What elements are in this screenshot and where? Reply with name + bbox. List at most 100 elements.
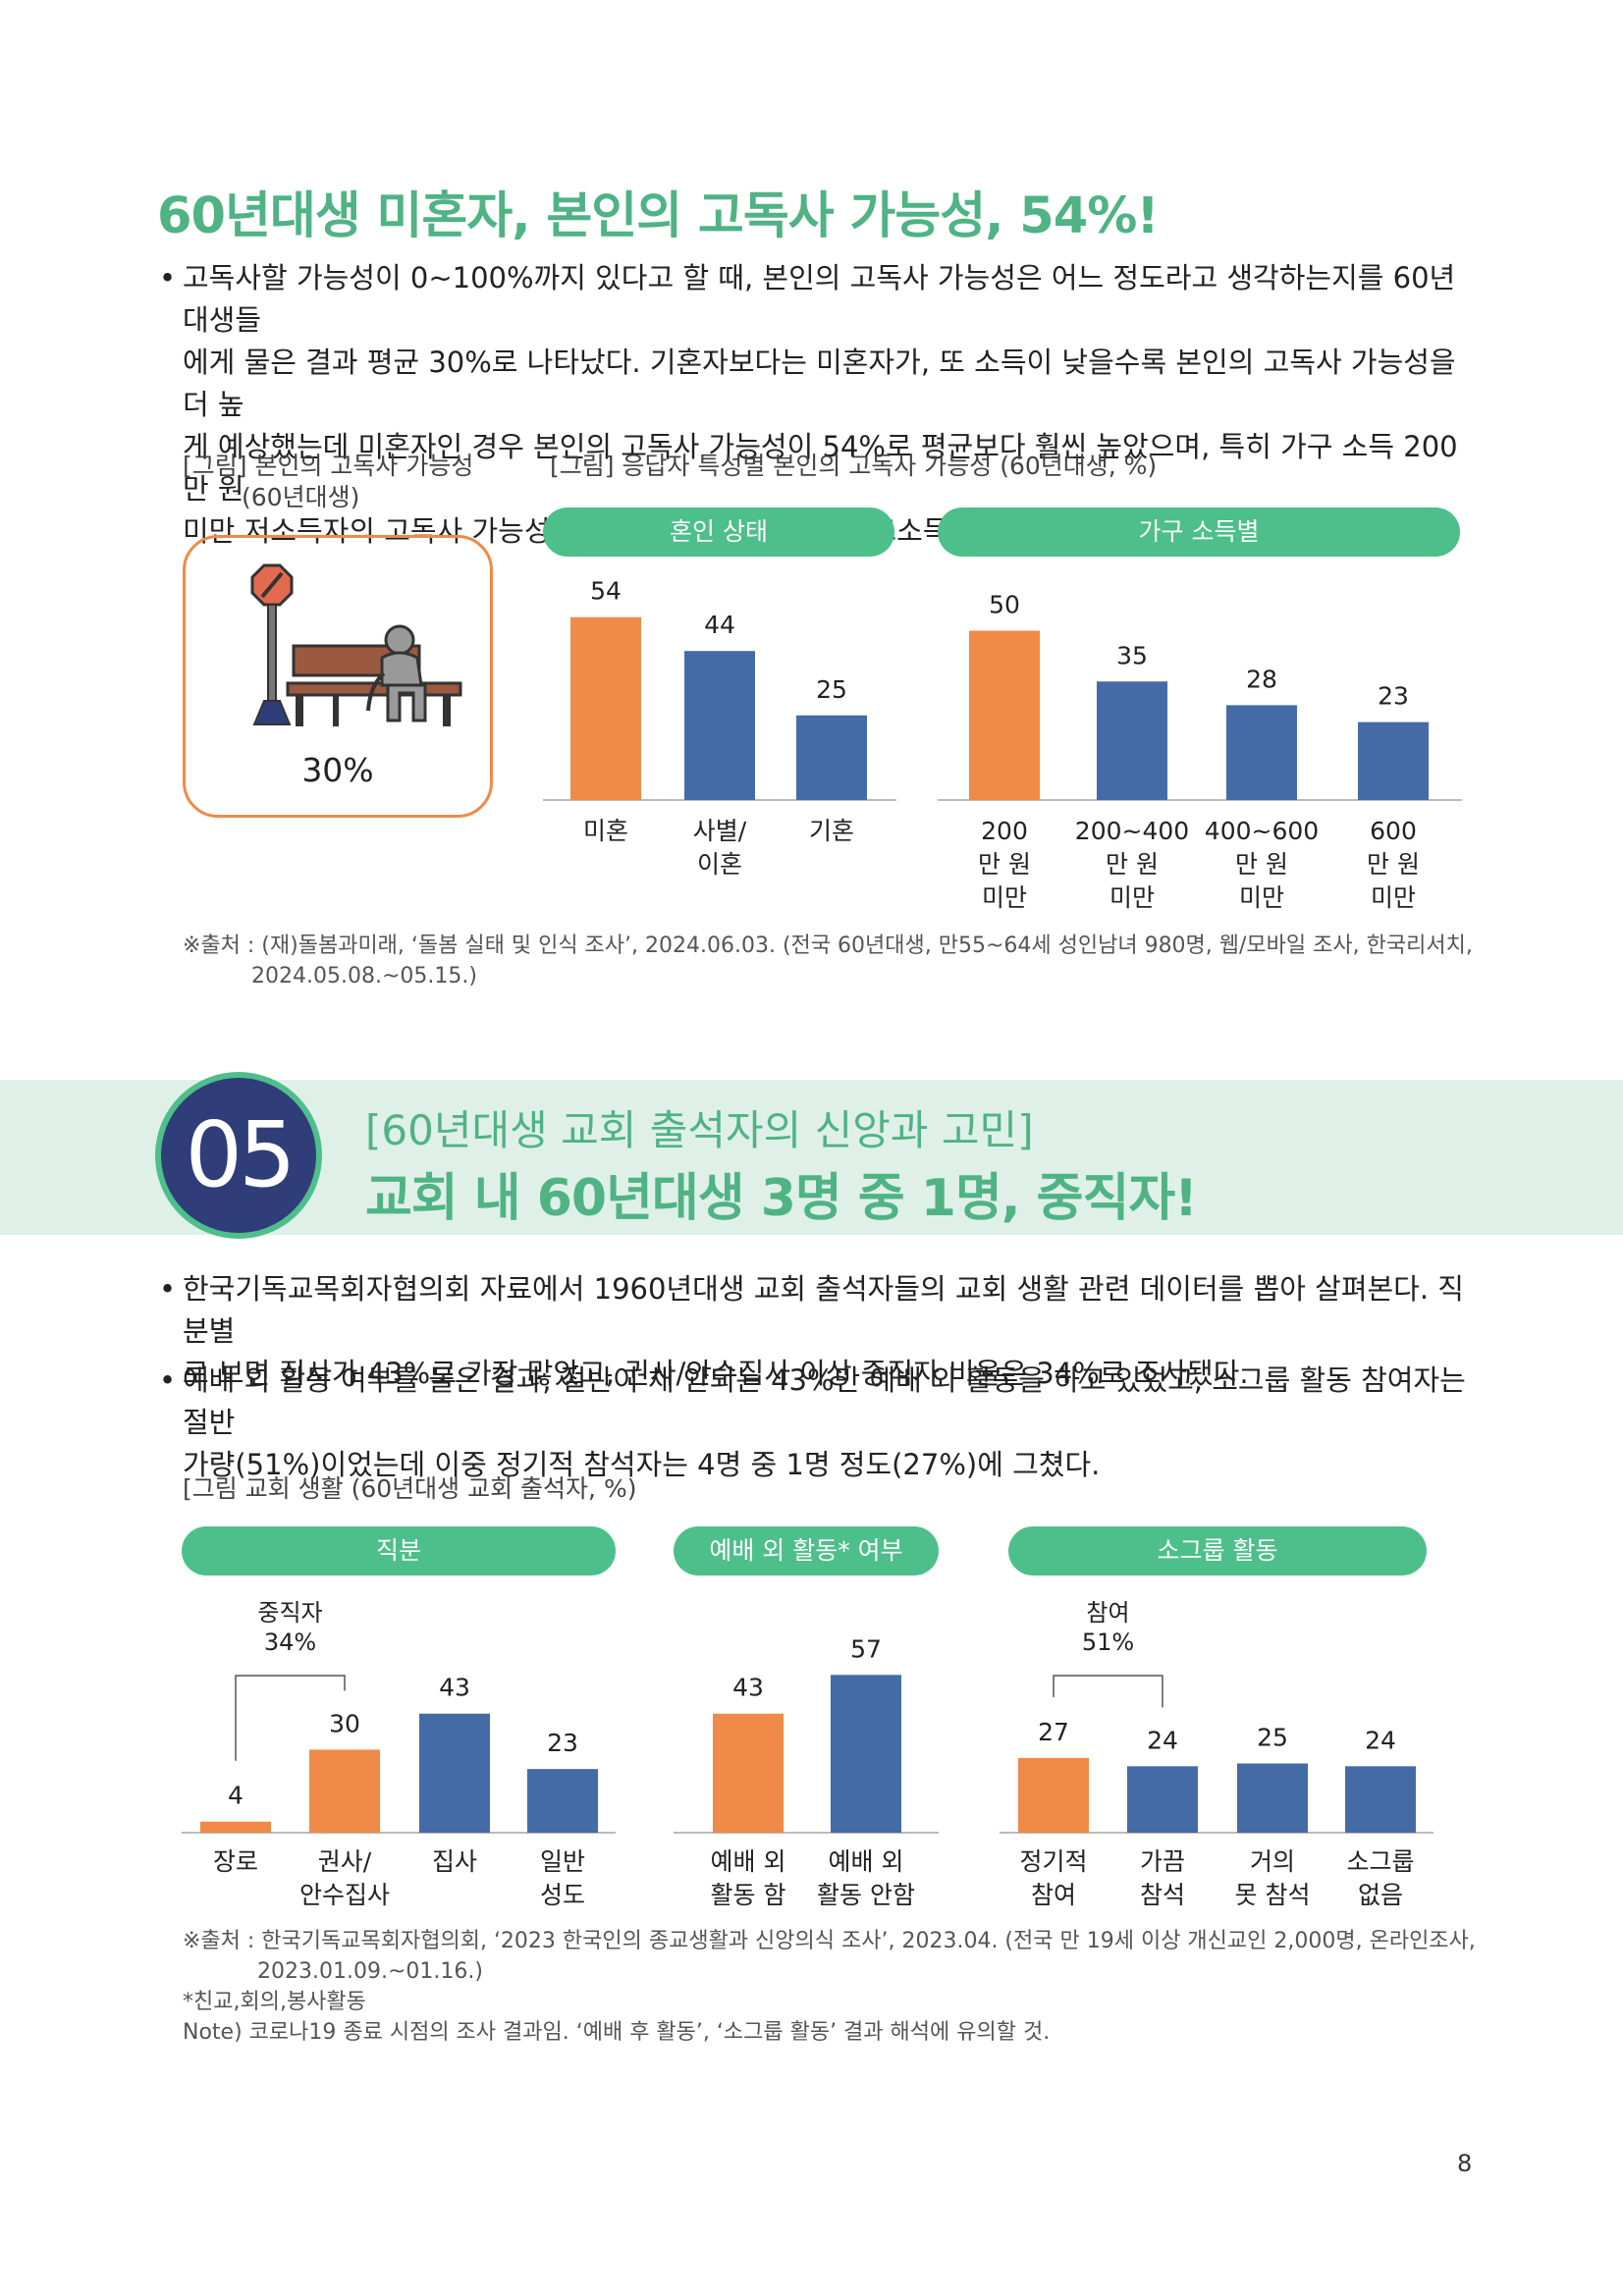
section-title: 교회 내 60년대생 3명 중 1명, 중직자!	[365, 1169, 1198, 1228]
category-label: 미만	[1109, 883, 1155, 912]
bar	[969, 630, 1040, 800]
bullet-line: 한국기독교목회자협의회 자료에서 1960년대생 교회 출석자들의 교회 생활 …	[183, 1272, 1464, 1348]
solitary-death-icon-box	[183, 535, 493, 818]
note: Note) 코로나19 종료 시점의 조사 결과임. ‘예배 후 활동’, ‘소…	[183, 2020, 1051, 2045]
data-label: 23	[1378, 682, 1409, 711]
bench-person-icon	[250, 563, 462, 726]
category-label: 미만	[1239, 883, 1284, 912]
category-label: 600	[1370, 817, 1417, 845]
category-label: 기혼	[809, 817, 854, 845]
bar	[1358, 721, 1429, 800]
category-label: 이혼	[697, 850, 742, 879]
stop-sign-icon	[250, 563, 294, 725]
data-label: 24	[1147, 1726, 1178, 1754]
category-label: 일반	[540, 1847, 585, 1876]
category-label: 예배 외	[711, 1847, 786, 1876]
figure-caption: [그림] 본인의 고독사 가능성	[183, 452, 474, 480]
data-label: 35	[1116, 641, 1148, 669]
bar	[419, 1713, 490, 1833]
category-label: 소그룹	[1346, 1847, 1414, 1876]
source-note-cont: 2023.01.09.~01.16.)	[257, 1959, 483, 1984]
bar	[684, 651, 755, 800]
category-label: 정기적	[1019, 1847, 1087, 1876]
data-label: 25	[1257, 1724, 1288, 1752]
data-label: 27	[1038, 1718, 1069, 1746]
source-note: ※출처 : (재)돌봄과미래, ‘돌봄 실태 및 인식 조사’, 2024.06…	[183, 934, 1473, 958]
bar	[1237, 1763, 1308, 1833]
source-note: ※출처 : 한국기독교목회자협의회, ‘2023 한국인의 종교생활과 신앙의식…	[183, 1929, 1476, 1953]
average-percentage: 30%	[301, 751, 374, 789]
bullet-line: 게 예상했는데 미혼자인 경우 본인의 고독사 가능성이 54%로 평균보다 훨…	[183, 430, 1458, 506]
pill-household-income: 가구 소득별	[938, 507, 1460, 557]
data-label: 4	[228, 1782, 243, 1810]
bracket-line	[235, 1675, 346, 1761]
data-label: 23	[547, 1729, 578, 1757]
category-label: 가끔	[1140, 1847, 1185, 1876]
bullet-paragraph: • 한국기독교목회자협의회 자료에서 1960년대생 교회 출석자들의 교회 생…	[159, 1268, 1475, 1395]
category-label: 참석	[1140, 1881, 1185, 1909]
bracket-label: 참여	[1086, 1599, 1129, 1627]
bar	[200, 1821, 271, 1833]
bar	[309, 1749, 380, 1833]
data-label: 54	[590, 577, 622, 606]
bullet-line: 로 보면 집사가 43%로 가장 많았고, 권사/안수집사 이상 중직자 비율은…	[183, 1357, 1249, 1390]
bracket-line	[1053, 1675, 1163, 1708]
bar	[796, 715, 867, 800]
data-label: 43	[439, 1674, 470, 1702]
category-label: 200	[981, 817, 1028, 845]
category-label: 거의	[1250, 1847, 1295, 1876]
category-label: 만 원	[978, 850, 1031, 879]
bullet-line: 예배 외 활동 여부를 물은 결과, 절반이 채 안되는 43%만 예배 외 활…	[183, 1363, 1466, 1439]
data-label: 50	[989, 591, 1020, 619]
data-label: 25	[816, 675, 847, 704]
category-label: 미만	[982, 883, 1027, 912]
data-label: 30	[329, 1709, 360, 1737]
category-label: 미혼	[583, 817, 628, 845]
figure-caption: [그림 교회 생활 (60년대생 교회 출석자, %)	[183, 1474, 637, 1503]
bullet-paragraph: • 예배 외 활동 여부를 물은 결과, 절반이 채 안되는 43%만 예배 외…	[159, 1360, 1475, 1486]
category-label: 성도	[540, 1881, 585, 1909]
bar	[1226, 705, 1297, 800]
category-label: 못 참석	[1235, 1881, 1311, 1909]
bullet-dot: •	[159, 1363, 177, 1397]
section-title: 60년대생 미혼자, 본인의 고독사 가능성, 54%!	[157, 187, 1160, 245]
data-label: 43	[732, 1674, 764, 1702]
category-label: 활동 안함	[817, 1881, 915, 1909]
footnote: *친교,회의,봉사활동	[183, 1990, 366, 2014]
bar	[713, 1713, 784, 1833]
category-label: 만 원	[1106, 850, 1159, 879]
figure-caption-sub: (60년대생)	[242, 483, 360, 511]
bar	[570, 616, 641, 800]
bullet-dot: •	[159, 261, 177, 294]
source-note-cont: 2024.05.08.~05.15.)	[251, 964, 477, 988]
bar	[1345, 1766, 1416, 1833]
category-label: 예배 외	[829, 1847, 904, 1876]
bar	[1127, 1766, 1198, 1833]
pill-small-group: 소그룹 활동	[1008, 1526, 1427, 1575]
category-label: 없음	[1358, 1881, 1403, 1909]
category-label: 만 원	[1367, 850, 1420, 879]
pill-church-position: 직분	[182, 1526, 616, 1575]
chart-household-income: 50 200 만 원미만 35 200~400 만 원미만 28 400~600 만 원미만 23…	[938, 591, 1462, 912]
bullet-line: 에게 물은 결과 평균 30%로 나타났다. 기혼자보다는 미혼자가, 또 소득…	[183, 346, 1456, 421]
bullet-line: 고독사할 가능성이 0~100%까지 있다고 할 때, 본인의 고독사 가능성은…	[183, 261, 1456, 337]
bar	[1097, 681, 1167, 800]
chart-extra-activity: 43 예배 외활동 함 57 예배 외활동 안함	[674, 1634, 939, 1909]
category-label: 권사/	[318, 1847, 372, 1876]
bullet-line: 가량(51%)이었는데 이중 정기적 참석자는 4명 중 1명 정도(27%)에…	[183, 1448, 1101, 1481]
category-label: 미만	[1371, 883, 1416, 912]
pill-extra-activity: 예배 외 활동* 여부	[674, 1526, 939, 1575]
section-subtitle: [60년대생 교회 출석자의 신앙과 고민]	[365, 1106, 1034, 1154]
chart-marital-status: 54 미혼 44 사별/이혼 25 기혼	[543, 577, 896, 879]
category-label: 400~600	[1205, 817, 1319, 845]
category-label: 만 원	[1235, 850, 1288, 879]
pill-marital-status: 혼인 상태	[543, 507, 894, 557]
category-label: 사별/	[693, 817, 747, 845]
data-label: 24	[1365, 1726, 1396, 1754]
bracket-value: 34%	[264, 1629, 316, 1656]
bar	[1018, 1757, 1089, 1833]
bracket-label: 중직자	[257, 1599, 322, 1627]
category-label: 안수집사	[299, 1881, 390, 1909]
